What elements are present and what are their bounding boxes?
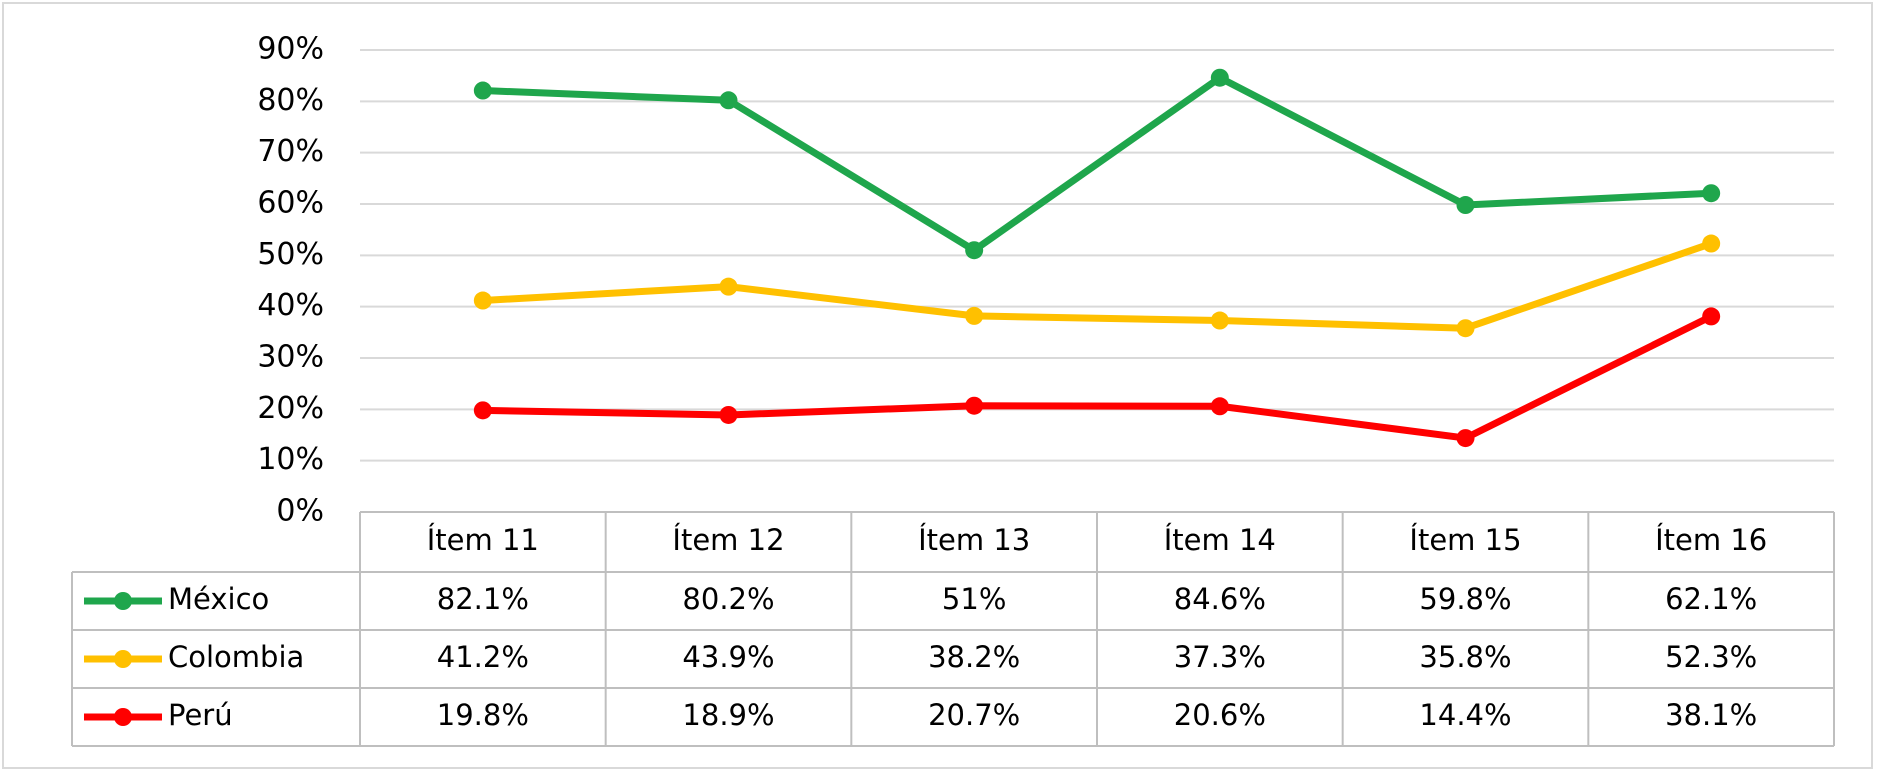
y-tick-label: 0% xyxy=(276,494,324,529)
x-tick-label: Ítem 13 xyxy=(918,523,1030,557)
table-value: 19.8% xyxy=(437,698,529,732)
series-line xyxy=(482,74,1712,254)
point xyxy=(1210,68,1229,87)
point xyxy=(965,306,984,325)
table-value: 80.2% xyxy=(682,582,774,616)
table-value: 37.3% xyxy=(1174,640,1266,674)
point xyxy=(1456,319,1475,338)
series-line xyxy=(482,313,1713,442)
table-value: 38.2% xyxy=(928,640,1020,674)
point xyxy=(1702,234,1721,253)
x-tick-label: Ítem 16 xyxy=(1655,523,1767,557)
y-tick-label: 70% xyxy=(257,134,324,169)
x-tick-label: Ítem 15 xyxy=(1409,523,1521,557)
legend-label: México xyxy=(168,582,269,616)
y-tick-label: 10% xyxy=(257,442,324,477)
point xyxy=(473,401,492,420)
point xyxy=(965,241,984,260)
point xyxy=(719,405,738,424)
legend-label: Perú xyxy=(168,698,233,732)
legend-label: Colombia xyxy=(168,640,304,674)
table-value: 41.2% xyxy=(437,640,529,674)
y-tick-label: 50% xyxy=(257,237,324,272)
y-tick-label: 30% xyxy=(257,340,324,375)
point xyxy=(473,81,492,100)
point xyxy=(719,277,738,296)
table-value: 52.3% xyxy=(1665,640,1757,674)
x-tick-label: Ítem 11 xyxy=(427,523,539,557)
series-line xyxy=(482,240,1713,332)
y-tick-label: 90% xyxy=(257,32,324,67)
point xyxy=(965,396,984,415)
table-value: 43.9% xyxy=(682,640,774,674)
point xyxy=(719,91,738,110)
table-value: 18.9% xyxy=(682,698,774,732)
table-value: 51% xyxy=(942,582,1006,616)
table-value: 62.1% xyxy=(1665,582,1757,616)
point xyxy=(1210,397,1229,416)
x-tick-label: Ítem 14 xyxy=(1164,523,1276,557)
point xyxy=(1210,311,1229,330)
table-value: 59.8% xyxy=(1419,582,1511,616)
legend-marker xyxy=(114,592,132,610)
table-value: 20.7% xyxy=(928,698,1020,732)
y-tick-label: 20% xyxy=(257,391,324,426)
legend-marker xyxy=(114,650,132,668)
table-value: 14.4% xyxy=(1419,698,1511,732)
legend-marker xyxy=(114,708,132,726)
point xyxy=(1456,196,1475,215)
y-tick-label: 40% xyxy=(257,288,324,323)
table-value: 82.1% xyxy=(437,582,529,616)
point xyxy=(1702,307,1721,326)
x-tick-label: Ítem 12 xyxy=(672,523,784,557)
point xyxy=(473,291,492,310)
table-value: 38.1% xyxy=(1665,698,1757,732)
y-tick-label: 80% xyxy=(257,83,324,118)
table-value: 20.6% xyxy=(1174,698,1266,732)
table-value: 84.6% xyxy=(1174,582,1266,616)
table-value: 35.8% xyxy=(1419,640,1511,674)
point xyxy=(1456,429,1475,448)
y-tick-label: 60% xyxy=(257,186,324,221)
point xyxy=(1702,184,1721,203)
